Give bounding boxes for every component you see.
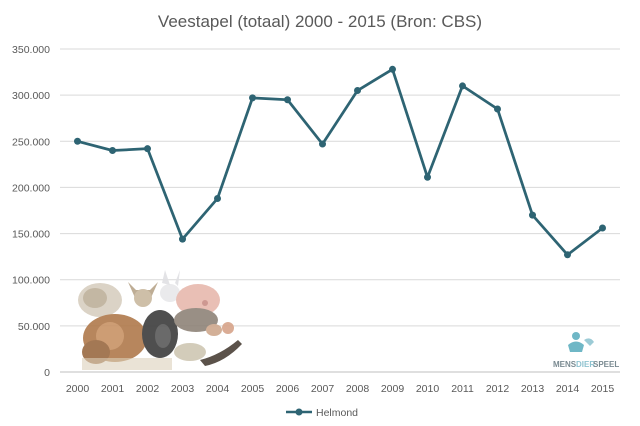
data-point bbox=[564, 251, 571, 259]
legend-label-helmond: Helmond bbox=[316, 407, 358, 419]
x-tick-label: 2010 bbox=[416, 383, 440, 395]
x-tick-label: 2002 bbox=[136, 383, 160, 395]
farm-animals-collage-image bbox=[78, 270, 242, 370]
y-tick-label: 50.000 bbox=[18, 321, 50, 333]
data-point bbox=[389, 65, 396, 73]
x-tick-label: 2007 bbox=[311, 383, 335, 395]
x-tick-label: 2013 bbox=[521, 383, 545, 395]
logo-text-mens: MENS bbox=[553, 360, 577, 369]
series-helmond bbox=[77, 67, 604, 257]
logo-text-speel: SPEEL bbox=[593, 360, 619, 369]
data-point bbox=[424, 173, 431, 181]
data-point bbox=[319, 140, 326, 148]
y-tick-label: 250.000 bbox=[12, 136, 50, 148]
x-tick-label: 2012 bbox=[486, 383, 510, 395]
series-helmond-markers bbox=[74, 65, 606, 259]
x-tick-label: 2011 bbox=[451, 383, 474, 395]
data-point bbox=[459, 82, 466, 90]
y-tick-label: 0 bbox=[44, 367, 50, 379]
y-axis-ticks: 0 50.000 100.000 150.000 200.000 250.000 300.0… bbox=[12, 44, 50, 379]
logo-text-dier: DIER bbox=[576, 360, 595, 369]
y-tick-label: 300.000 bbox=[12, 90, 50, 102]
x-tick-label: 2003 bbox=[171, 383, 195, 395]
series-line bbox=[77, 67, 604, 257]
x-axis-ticks: 2000 2001 2002 2003 2004 2005 2006 2007 2008 2009… bbox=[66, 383, 615, 395]
y-tick-label: 200.000 bbox=[12, 182, 50, 194]
y-tick-label: 100.000 bbox=[12, 275, 50, 287]
data-point bbox=[74, 137, 81, 145]
data-point bbox=[354, 87, 361, 95]
data-point bbox=[249, 94, 256, 102]
legend: Helmond bbox=[286, 407, 358, 419]
x-tick-label: 2001 bbox=[101, 383, 125, 395]
x-tick-label: 2014 bbox=[556, 383, 580, 395]
data-point bbox=[144, 145, 151, 153]
x-tick-label: 2008 bbox=[346, 383, 370, 395]
x-tick-label: 2004 bbox=[206, 383, 230, 395]
data-point bbox=[529, 211, 536, 219]
x-tick-label: 2015 bbox=[591, 383, 615, 395]
data-point bbox=[599, 224, 606, 232]
x-tick-label: 2000 bbox=[66, 383, 90, 395]
y-tick-label: 350.000 bbox=[12, 44, 50, 56]
data-point bbox=[109, 147, 116, 155]
legend-marker-helmond bbox=[295, 408, 303, 416]
y-tick-label: 150.000 bbox=[12, 229, 50, 241]
data-point bbox=[494, 105, 501, 113]
gridlines bbox=[60, 48, 620, 373]
data-point bbox=[179, 235, 186, 243]
chart-title: Veestapel (totaal) 2000 - 2015 (Bron: CB… bbox=[157, 12, 483, 31]
data-point bbox=[214, 195, 221, 203]
mensdierspeel-logo: MENS DIER SPEEL bbox=[553, 332, 619, 369]
x-tick-label: 2006 bbox=[276, 383, 300, 395]
figure-with-animal-icon bbox=[568, 332, 594, 352]
data-point bbox=[284, 96, 291, 104]
x-tick-label: 2009 bbox=[381, 383, 405, 395]
x-tick-label: 2005 bbox=[241, 383, 265, 395]
